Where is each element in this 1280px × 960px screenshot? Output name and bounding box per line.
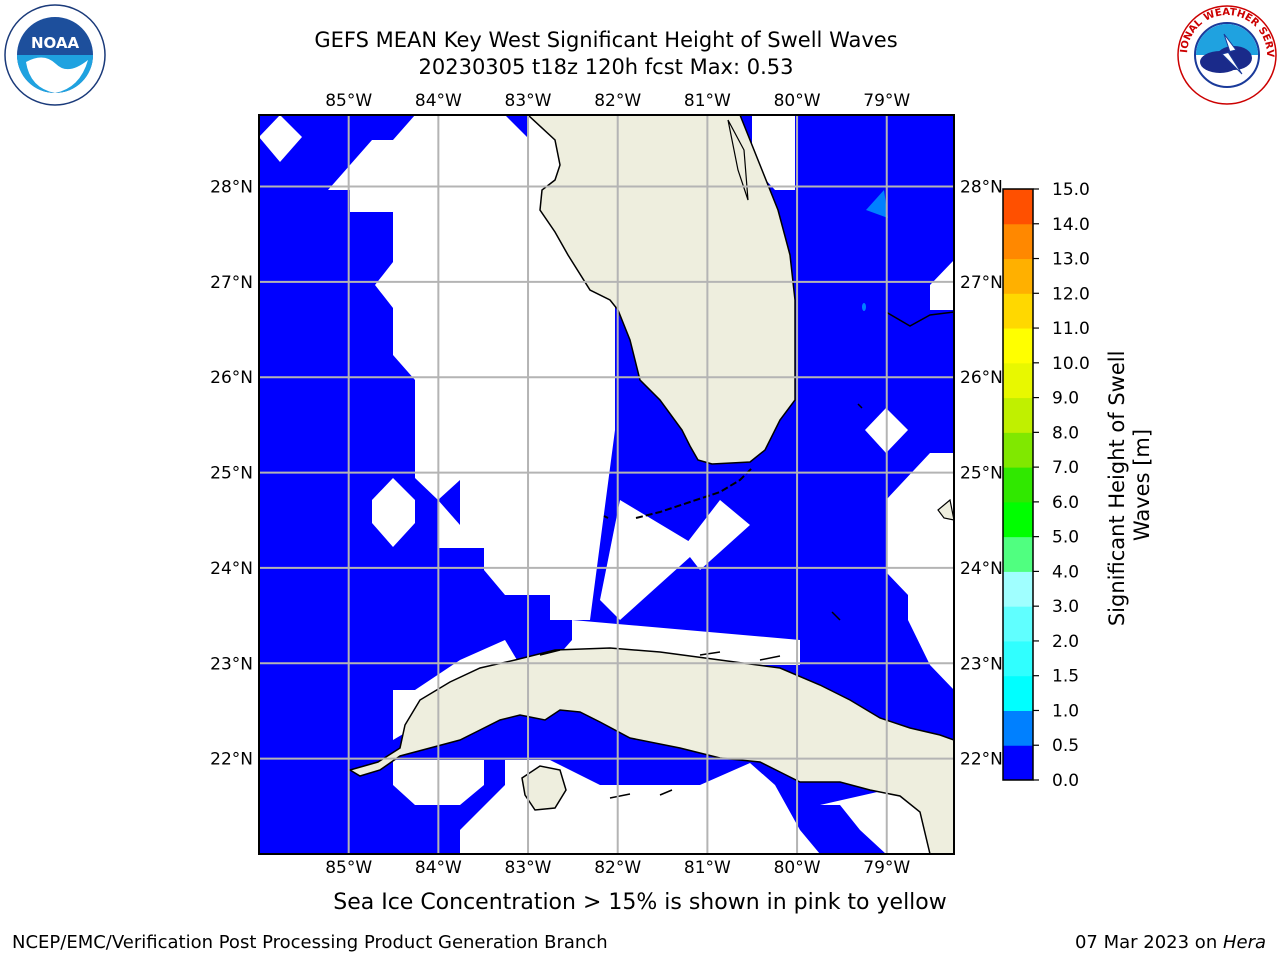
lon-tick-label: 84°W [415, 858, 462, 878]
colorbar-band [1003, 293, 1033, 329]
colorbar-tick-label: 0.0 [1052, 771, 1079, 791]
lat-tick-label: 26°N [210, 368, 253, 388]
colorbar-band [1003, 710, 1033, 746]
lon-tick-label: 80°W [774, 91, 821, 111]
colorbar-band [1003, 571, 1033, 607]
colorbar-tick-label: 7.0 [1052, 458, 1079, 478]
colorbar-band [1003, 640, 1033, 677]
colorbar-band [1003, 258, 1033, 294]
colorbar-tick-label: 5.0 [1052, 528, 1079, 548]
colorbar-tick-label: 4.0 [1052, 562, 1079, 582]
footer-date: 07 Mar 2023 on Hera [1075, 932, 1266, 953]
lat-tick-label: 27°N [210, 273, 253, 293]
colorbar-band [1003, 467, 1033, 503]
colorbar-band [1003, 432, 1033, 468]
colorbar [1003, 189, 1033, 781]
lon-tick-label: 79°W [863, 858, 910, 878]
colorbar-tick-label: 11.0 [1052, 319, 1090, 339]
florida-keys [635, 467, 753, 519]
lon-tick-label: 84°W [415, 91, 462, 111]
colorbar-band [1003, 397, 1033, 433]
colorbar-tick-label: 0.5 [1052, 736, 1079, 756]
lat-tick-label: 22°N [210, 750, 253, 770]
lat-tick-label: 25°N [210, 464, 253, 484]
colorbar-tick-label: 14.0 [1052, 215, 1090, 235]
lon-labels-top: 85°W 84°W 83°W 82°W 81°W 80°W 79°W [325, 91, 910, 111]
colorbar-tick-label: 1.0 [1052, 701, 1079, 721]
colorbar-tick-label: 2.0 [1052, 632, 1079, 652]
lat-tick-label: 24°N [210, 559, 253, 579]
colorbar-tick-label: 15.0 [1052, 180, 1090, 200]
footer-date-text: 07 Mar 2023 on [1074, 932, 1223, 953]
lon-tick-label: 80°W [774, 858, 821, 878]
graticule [259, 115, 954, 854]
colorbar-band [1003, 189, 1033, 225]
lat-tick-label: 23°N [210, 654, 253, 674]
lon-tick-label: 82°W [594, 858, 641, 878]
lat-tick-label: 28°N [960, 178, 1003, 198]
colorbar-band [1003, 536, 1033, 572]
isle-of-youth [521, 765, 567, 811]
lat-tick-label: 27°N [960, 273, 1003, 293]
chart-title: GEFS MEAN Key West Significant Height of… [314, 28, 898, 52]
florida-east-lagoon [727, 119, 749, 201]
andros-island [937, 498, 954, 521]
colorbar-band [1003, 328, 1033, 364]
lon-tick-label: 79°W [863, 91, 910, 111]
lon-tick-label: 85°W [325, 858, 372, 878]
cuba-landmass [348, 647, 954, 854]
lon-tick-label: 83°W [505, 91, 552, 111]
lat-tick-label: 22°N [960, 750, 1003, 770]
cuba-cays [539, 649, 781, 799]
lon-tick-label: 82°W [594, 91, 641, 111]
lon-tick-label: 81°W [684, 91, 731, 111]
lat-tick-label: 25°N [960, 464, 1003, 484]
colorbar-tick-label: 1.5 [1052, 667, 1079, 687]
lon-tick-label: 85°W [325, 91, 372, 111]
swell-contour-05-small [862, 303, 866, 311]
colorbar-frame [1002, 188, 1034, 781]
dry-tortugas [603, 515, 609, 519]
grand-bahama [885, 311, 954, 327]
chart-subtitle: 20230305 t18z 120h fcst Max: 0.53 [418, 55, 794, 79]
lon-tick-label: 81°W [684, 858, 731, 878]
colorbar-tick-label: 13.0 [1052, 250, 1090, 270]
lat-labels-left: 28°N 27°N 26°N 25°N 24°N 23°N 22°N [210, 178, 253, 770]
lat-labels-right: 28°N 27°N 26°N 25°N 24°N 23°N 22°N [960, 178, 1003, 770]
lat-tick-label: 28°N [210, 178, 253, 198]
colorbar-band [1003, 362, 1033, 399]
noaa-logo: NOAA [4, 4, 106, 106]
colorbar-tick-label: 3.0 [1052, 597, 1079, 617]
nws-logo: NATIONAL WEATHER SERVICE [1176, 4, 1277, 105]
colorbar-tick-label: 6.0 [1052, 493, 1079, 513]
colorbar-tick-label: 12.0 [1052, 284, 1090, 304]
colorbar-ticks: 15.0 14.0 13.0 12.0 11.0 10.0 9.0 8.0 7.0 6.0 5.0 4… [1033, 180, 1090, 791]
colorbar-tick-label: 8.0 [1052, 423, 1079, 443]
lat-tick-label: 23°N [960, 654, 1003, 674]
lat-tick-label: 24°N [960, 559, 1003, 579]
footer-host: Hera [1222, 932, 1266, 953]
lat-tick-label: 26°N [960, 368, 1003, 388]
lon-labels-bottom: 85°W 84°W 83°W 82°W 81°W 80°W 79°W [325, 858, 910, 878]
svg-text:NOAA: NOAA [31, 34, 80, 52]
colorbar-tick-label: 9.0 [1052, 389, 1079, 409]
colorbar-band [1003, 223, 1033, 260]
swell-contour-05 [866, 190, 888, 218]
bahamas-cays [831, 403, 863, 621]
footer-credit: NCEP/EMC/Verification Post Processing Pr… [12, 932, 608, 953]
map-frame [258, 114, 955, 855]
colorbar-band [1003, 745, 1033, 781]
sea-ice-note: Sea Ice Concentration > 15% is shown in … [333, 890, 947, 915]
colorbar-band [1003, 675, 1033, 711]
colorbar-label: Significant Height of Swell Waves [m] [1105, 344, 1154, 626]
colorbar-band [1003, 606, 1033, 642]
colorbar-tick-label: 10.0 [1052, 354, 1090, 374]
lon-tick-label: 83°W [505, 858, 552, 878]
nodata-regions [259, 115, 954, 854]
colorbar-band [1003, 501, 1033, 538]
